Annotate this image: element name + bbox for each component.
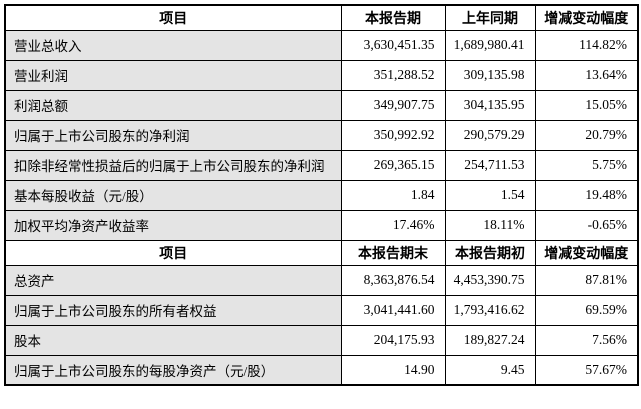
- row-label-cell: 股本: [4, 324, 342, 356]
- prior-period-cell: 1.54: [444, 179, 536, 211]
- prior-period-cell: 309,135.98: [444, 59, 536, 91]
- period-start-cell: 1,793,416.62: [444, 294, 536, 326]
- change-rate-cell: 114.82%: [534, 29, 639, 61]
- table-row: 归属于上市公司股东的所有者权益 3,041,441.60 1,793,416.6…: [4, 294, 639, 326]
- row-label-cell: 归属于上市公司股东的净利润: [4, 119, 342, 151]
- header-current-period: 本报告期: [340, 4, 446, 31]
- table-row: 营业总收入 3,630,451.35 1,689,980.41 114.82%: [4, 29, 639, 61]
- change-rate-cell: 87.81%: [534, 264, 639, 296]
- current-period-cell: 17.46%: [340, 209, 446, 241]
- current-period-cell: 350,992.92: [340, 119, 446, 151]
- table-row: 归属于上市公司股东的每股净资产（元/股） 14.90 9.45 57.67%: [4, 354, 639, 386]
- header-prior-period: 上年同期: [444, 4, 536, 31]
- row-label-cell: 营业总收入: [4, 29, 342, 61]
- current-period-cell: 269,365.15: [340, 149, 446, 181]
- current-period-cell: 349,907.75: [340, 89, 446, 121]
- row-label-cell: 归属于上市公司股东的所有者权益: [4, 294, 342, 326]
- header-period-end: 本报告期末: [340, 239, 446, 266]
- row-label-cell: 基本每股收益（元/股）: [4, 179, 342, 211]
- change-rate-cell: 5.75%: [534, 149, 639, 181]
- row-label-cell: 营业利润: [4, 59, 342, 91]
- table-row: 总资产 8,363,876.54 4,453,390.75 87.81%: [4, 264, 639, 296]
- period-start-cell: 189,827.24: [444, 324, 536, 356]
- header-item: 项目: [4, 239, 342, 266]
- row-label-cell: 利润总额: [4, 89, 342, 121]
- prior-period-cell: 1,689,980.41: [444, 29, 536, 61]
- table-row: 归属于上市公司股东的净利润 350,992.92 290,579.29 20.7…: [4, 119, 639, 151]
- period-end-cell: 8,363,876.54: [340, 264, 446, 296]
- table-row: 股本 204,175.93 189,827.24 7.56%: [4, 324, 639, 356]
- change-rate-cell: 7.56%: [534, 324, 639, 356]
- prior-period-cell: 18.11%: [444, 209, 536, 241]
- change-rate-cell: -0.65%: [534, 209, 639, 241]
- period-end-cell: 204,175.93: [340, 324, 446, 356]
- prior-period-cell: 290,579.29: [444, 119, 536, 151]
- period-end-cell: 14.90: [340, 354, 446, 386]
- period-start-cell: 9.45: [444, 354, 536, 386]
- change-rate-cell: 19.48%: [534, 179, 639, 211]
- change-rate-cell: 15.05%: [534, 89, 639, 121]
- table-row: 利润总额 349,907.75 304,135.95 15.05%: [4, 89, 639, 121]
- table-row: 营业利润 351,288.52 309,135.98 13.64%: [4, 59, 639, 91]
- current-period-cell: 351,288.52: [340, 59, 446, 91]
- row-label-cell: 归属于上市公司股东的每股净资产（元/股）: [4, 354, 342, 386]
- change-rate-cell: 20.79%: [534, 119, 639, 151]
- header-item: 项目: [4, 4, 342, 31]
- table-header-row-section1: 项目 本报告期 上年同期 增减变动幅度: [4, 4, 639, 31]
- period-start-cell: 4,453,390.75: [444, 264, 536, 296]
- header-change-rate: 增减变动幅度: [534, 239, 639, 266]
- change-rate-cell: 13.64%: [534, 59, 639, 91]
- row-label-cell: 总资产: [4, 264, 342, 296]
- current-period-cell: 1.84: [340, 179, 446, 211]
- row-label-cell: 加权平均净资产收益率: [4, 209, 342, 241]
- current-period-cell: 3,630,451.35: [340, 29, 446, 61]
- prior-period-cell: 254,711.53: [444, 149, 536, 181]
- table-row: 扣除非经常性损益后的归属于上市公司股东的净利润 269,365.15 254,7…: [4, 149, 639, 181]
- row-label-cell: 扣除非经常性损益后的归属于上市公司股东的净利润: [4, 149, 342, 181]
- header-period-start: 本报告期初: [444, 239, 536, 266]
- prior-period-cell: 304,135.95: [444, 89, 536, 121]
- table-header-row-section2: 项目 本报告期末 本报告期初 增减变动幅度: [4, 239, 639, 266]
- change-rate-cell: 69.59%: [534, 294, 639, 326]
- header-change-rate: 增减变动幅度: [534, 4, 639, 31]
- table-row: 基本每股收益（元/股） 1.84 1.54 19.48%: [4, 179, 639, 211]
- financial-summary-table: 项目 本报告期 上年同期 增减变动幅度 营业总收入 3,630,451.35 1…: [4, 4, 639, 386]
- change-rate-cell: 57.67%: [534, 354, 639, 386]
- table-row: 加权平均净资产收益率 17.46% 18.11% -0.65%: [4, 209, 639, 241]
- period-end-cell: 3,041,441.60: [340, 294, 446, 326]
